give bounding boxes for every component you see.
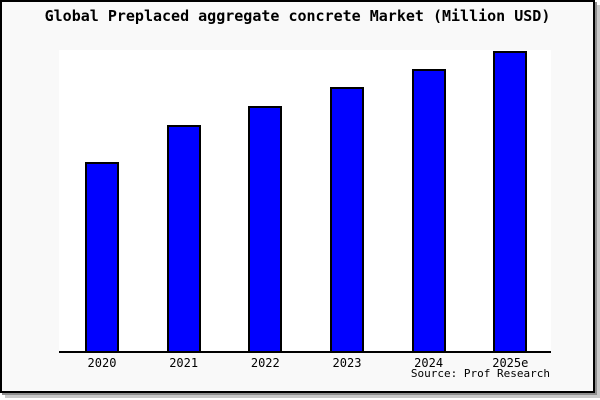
x-tick-label-2021: 2021 [169, 356, 199, 370]
bar-2025e [493, 51, 528, 351]
x-tick-label-2020: 2020 [87, 356, 117, 370]
bar-2021 [166, 125, 201, 351]
x-tick-label-2023: 2023 [332, 356, 362, 370]
x-tick-label-2022: 2022 [250, 356, 280, 370]
x-tick-label-2025e: 2025e [492, 356, 529, 370]
source-credit: Source: Prof Research [410, 367, 550, 380]
bar-2023 [329, 87, 364, 351]
chart-title: Global Preplaced aggregate concrete Mark… [44, 7, 551, 25]
x-tick-label-2024: 2024 [414, 356, 444, 370]
bar-2022 [248, 106, 283, 351]
bar-2020 [85, 162, 119, 351]
bar-2024 [411, 69, 446, 351]
chart-window: Global Preplaced aggregate concrete Mark… [0, 0, 595, 393]
plot-area [59, 50, 551, 353]
